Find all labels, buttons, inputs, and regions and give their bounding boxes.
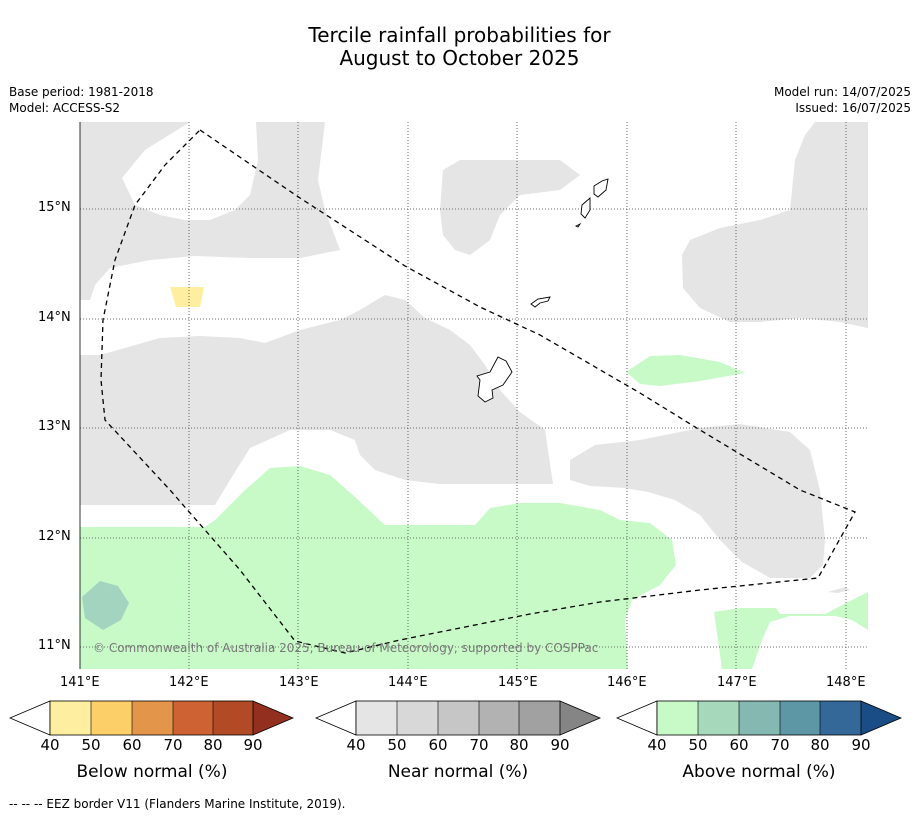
cbar-above-under-triangle: [615, 700, 658, 736]
map-title-line1: Tercile rainfall probabilities for: [308, 23, 611, 47]
cbar-near-tick-90: 90: [550, 736, 570, 754]
cbar-above-tick-40: 40: [647, 736, 667, 754]
issued-text: Issued: 16/07/2025: [795, 101, 911, 115]
lon-label-146e: 146°E: [607, 675, 647, 690]
eez-footer-note: -- -- -- EEZ border V11 (Flanders Marine…: [9, 797, 346, 811]
above-normal-50-region: [82, 581, 129, 630]
island-tinian: [580, 197, 591, 219]
cbar-below-tick-90: 90: [243, 736, 263, 754]
lon-label-144e: 144°E: [388, 675, 428, 690]
island-rota: [530, 296, 551, 308]
cbar-near-label: Near normal (%): [387, 762, 529, 782]
cbar-below-tick-70: 70: [163, 736, 183, 754]
above-normal-region-southeast: [714, 592, 868, 669]
colorbar-near-normal: [314, 700, 602, 736]
cbar-near-tick-60: 60: [428, 736, 448, 754]
cbar-below-tick-60: 60: [122, 736, 142, 754]
island-aguijan: [574, 222, 582, 228]
near-normal-region-east: [682, 122, 868, 328]
lon-label-145e: 145°E: [498, 675, 538, 690]
cbar-above-tick-70: 70: [770, 736, 790, 754]
cbar-above-tick-60: 60: [729, 736, 749, 754]
islands: [476, 178, 609, 403]
cbar-near-tick-70: 70: [469, 736, 489, 754]
meta-left: Base period: 1981-2018 Model: ACCESS-S2: [9, 84, 154, 116]
gridlines: [80, 122, 868, 669]
colorbar-below-normal: [8, 700, 295, 736]
cbar-below-tick-80: 80: [203, 736, 223, 754]
lon-label-142e: 142°E: [169, 675, 209, 690]
lat-label-14n: 14°N: [38, 310, 71, 325]
near-normal-regions: [80, 122, 868, 593]
lat-label-11n: 11°N: [38, 638, 71, 653]
base-period-text: Base period: 1981-2018: [9, 85, 154, 99]
island-saipan: [593, 178, 609, 198]
lat-label-12n: 12°N: [38, 529, 71, 544]
below-normal-region: [170, 287, 204, 307]
cbar-below-tick-40: 40: [40, 736, 60, 754]
cbar-below-under-triangle: [8, 700, 51, 736]
lat-label-13n: 13°N: [38, 419, 71, 434]
cbar-near-under-triangle: [314, 700, 357, 736]
model-text: Model: ACCESS-S2: [9, 101, 121, 115]
cbar-near-tick-80: 80: [509, 736, 529, 754]
above-normal-region-east: [626, 355, 745, 386]
above-normal-regions: [80, 355, 868, 669]
near-normal-region-southeast: [570, 424, 825, 578]
lon-label-148e: 148°E: [826, 675, 866, 690]
near-normal-region-southeast-sliver: [828, 587, 850, 593]
lon-label-147e: 147°E: [717, 675, 757, 690]
cbar-below-tick-50: 50: [81, 736, 101, 754]
cbar-above-label: Above normal (%): [682, 762, 836, 782]
cbar-above-tick-80: 80: [810, 736, 830, 754]
eez-border: [100, 129, 856, 654]
near-normal-region-north-center: [440, 160, 580, 255]
cbar-near-tick-40: 40: [346, 736, 366, 754]
map-title-line2: August to October 2025: [339, 46, 580, 70]
lon-label-141e: 141°E: [60, 675, 100, 690]
island-guam: [476, 356, 513, 403]
colorbar-above-normal: [615, 700, 903, 736]
cbar-near-tick-50: 50: [387, 736, 407, 754]
above-normal-region-south: [80, 466, 676, 669]
meta-right: Model run: 14/07/2025 Issued: 16/07/2025: [774, 84, 911, 116]
map-copyright: © Commonwealth of Australia 2025, Bureau…: [93, 641, 599, 655]
lat-label-15n: 15°N: [38, 200, 71, 215]
near-normal-region-nw: [80, 122, 340, 300]
model-run-text: Model run: 14/07/2025: [773, 85, 911, 99]
lon-label-143e: 143°E: [279, 675, 319, 690]
near-normal-region-center-west: [80, 295, 553, 505]
cbar-below-label: Below normal (%): [76, 762, 228, 782]
cbar-above-tick-90: 90: [851, 736, 871, 754]
cbar-above-tick-50: 50: [688, 736, 708, 754]
